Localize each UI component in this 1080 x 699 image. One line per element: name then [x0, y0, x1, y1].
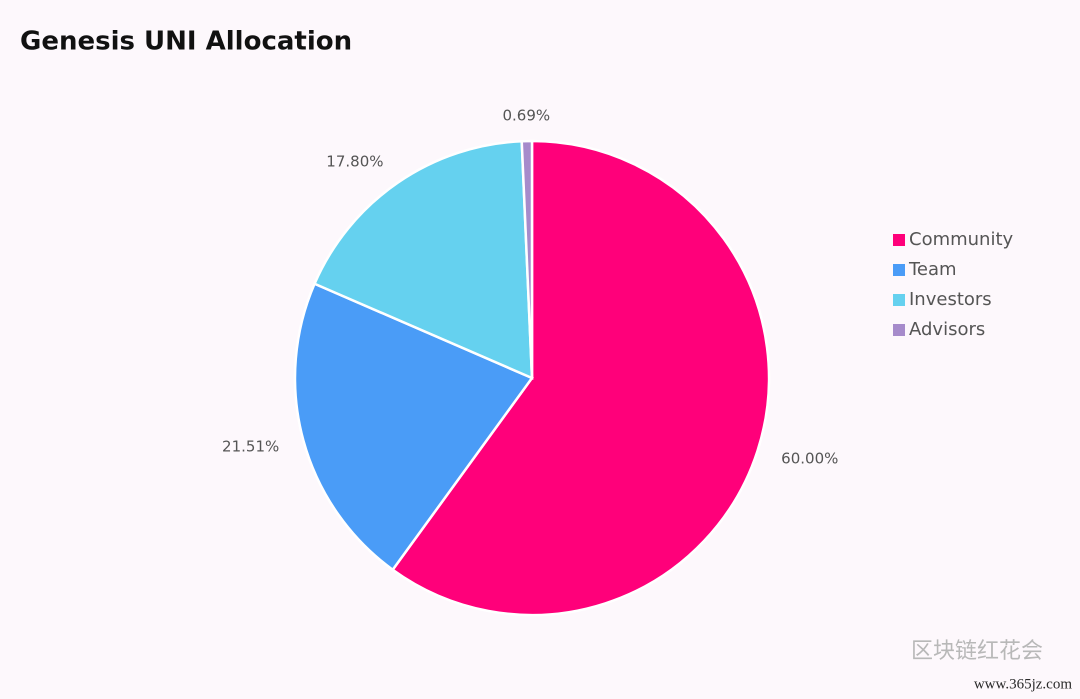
legend-label: Advisors	[909, 319, 985, 340]
pie-slice	[520, 139, 534, 379]
pie-slice	[293, 282, 534, 572]
legend-label: Community	[909, 229, 1014, 250]
legend-swatch	[893, 324, 905, 336]
data-label: 60.00%	[781, 449, 838, 467]
watermark-name: 区块链红花会	[911, 639, 1043, 664]
legend-label: Investors	[909, 289, 992, 310]
data-label: 21.51%	[222, 438, 279, 456]
watermark-url: www.365jz.com	[974, 676, 1073, 692]
pie-slice	[312, 139, 534, 380]
chart-title: Genesis UNI Allocation	[20, 27, 352, 57]
legend-swatch	[893, 264, 905, 276]
data-label: 17.80%	[326, 153, 383, 171]
legend-swatch	[893, 234, 905, 246]
legend-swatch	[893, 294, 905, 306]
pie-slice	[390, 139, 771, 617]
legend-label: Team	[908, 259, 957, 280]
data-label: 0.69%	[502, 107, 550, 125]
